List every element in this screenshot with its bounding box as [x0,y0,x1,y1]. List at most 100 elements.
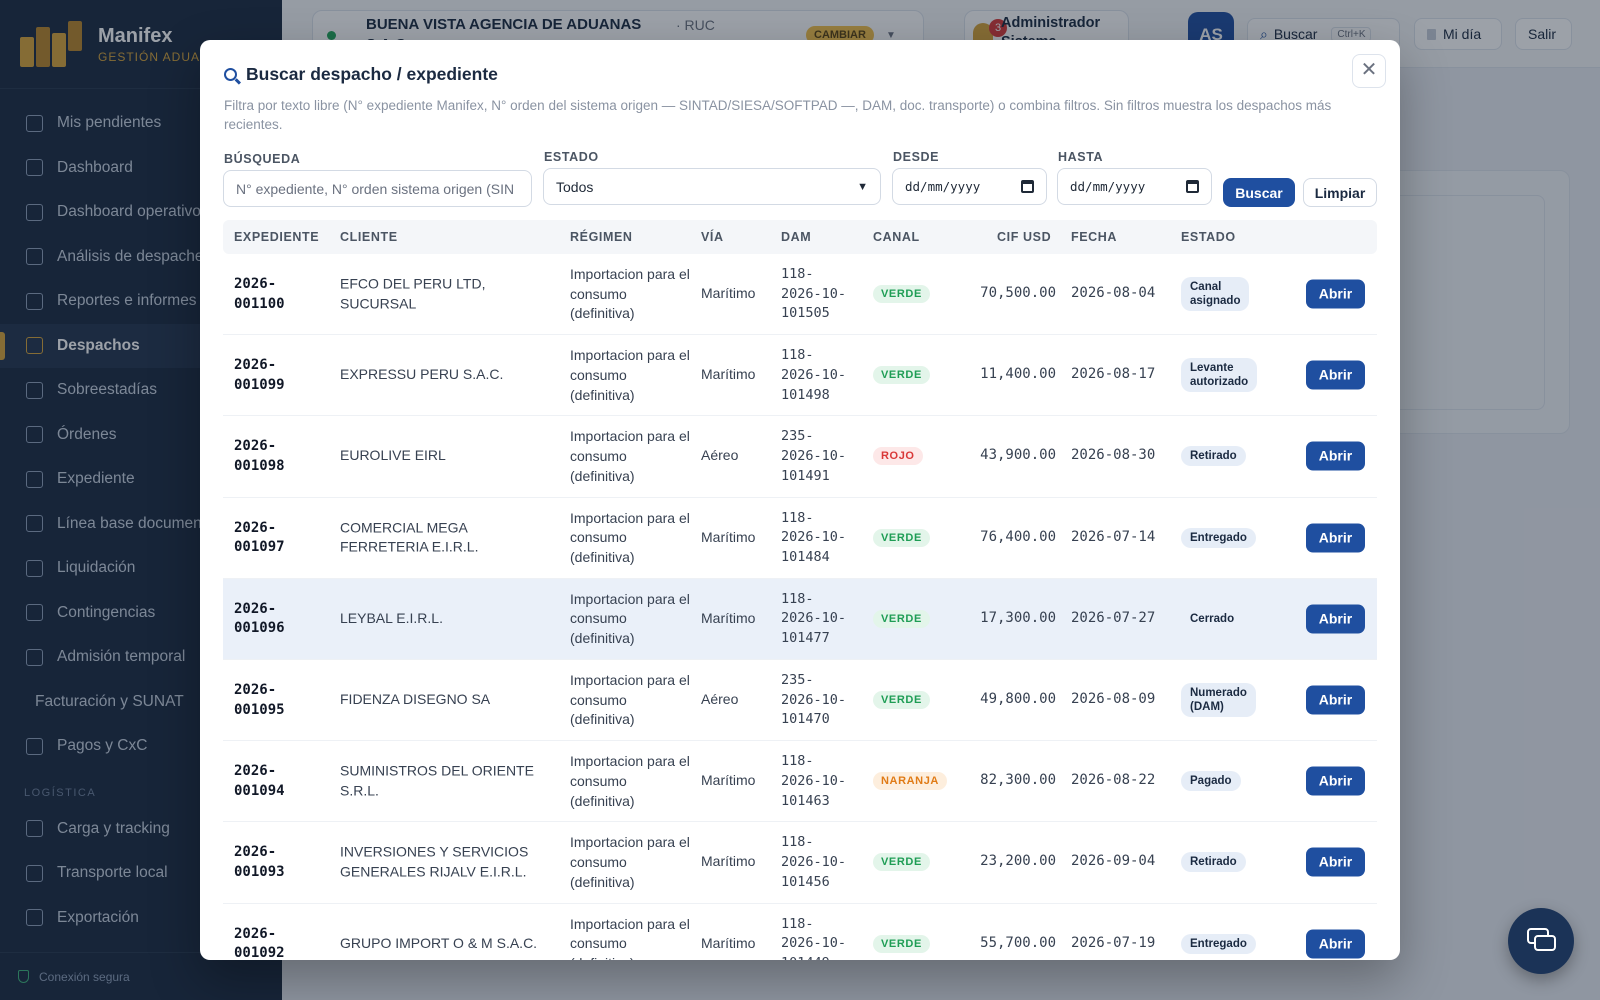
table-row[interactable]: 2026- 001097 COMERCIAL MEGA FERRETERIA E.I… [223,498,1377,579]
busqueda-input[interactable]: N° expediente, N° orden sistema origen (… [223,170,532,207]
close-button[interactable]: ✕ [1352,54,1386,88]
sidebar-item-sobreestadías[interactable]: Sobreestadías [0,368,282,413]
desde-label: DESDE [893,150,940,164]
nav-icon [26,820,43,838]
brand[interactable]: Manifex GESTIÓN ADUANE [0,0,282,89]
cell-expediente: 2026- 001094 [234,763,285,799]
abrir-button[interactable]: Abrir [1306,523,1365,553]
nav-icon [26,248,43,266]
nav-icon [26,909,43,927]
sidebar-item-label: Expediente [57,470,135,488]
sidebar-item-label: Análisis de despache [57,247,204,265]
col-expediente: EXPEDIENTE [234,230,320,244]
sidebar-item-expediente[interactable]: Expediente [0,457,282,502]
sidebar-item-reportes-e-informes[interactable]: Reportes e informes [0,279,282,324]
sidebar-item-mis-pendientes[interactable]: Mis pendientes [0,101,282,146]
buscar-button[interactable]: Buscar [1223,178,1295,207]
sidebar-item-análisis-de-despache[interactable]: Análisis de despache [0,235,282,280]
mi-dia-button[interactable]: Mi día [1414,18,1502,50]
sidebar-item-carga-y-tracking[interactable]: Carga y tracking [0,807,282,852]
cell-cif-usd: 82,300.00 [980,772,1056,789]
sidebar-item-liquidación[interactable]: Liquidación [0,546,282,591]
hasta-date-input[interactable]: dd/mm/yyyy [1057,168,1212,205]
hasta-date-value: dd/mm/yyyy [1070,179,1146,194]
cell-expediente: 2026- 001098 [234,438,285,475]
status-badge: Retirado [1181,446,1246,467]
abrir-button[interactable]: Abrir [1306,279,1365,309]
cell-via: Marítimo [701,853,756,870]
table-row[interactable]: 2026- 001100 EFCO DEL PERU LTD, SUCURSAL Im… [223,254,1377,336]
cell-via: Aéreo [701,447,739,464]
cell-via: Marítimo [701,285,756,302]
chat-button[interactable] [1508,908,1574,974]
cell-cif-usd: 49,800.00 [980,691,1056,708]
abrir-button[interactable]: Abrir [1306,685,1365,715]
sidebar-item-admisión-temporal[interactable]: Admisión temporal [0,635,282,680]
chevron-down-icon: ▼ [857,181,868,193]
sidebar-item-facturación-y-sunat[interactable]: Facturación y SUNAT [0,680,282,725]
table-row[interactable]: 2026- 001096 LEYBAL E.I.R.L. Importacion pa… [223,578,1377,660]
table-row[interactable]: 2026- 001098 EUROLIVE EIRL Importacion para… [223,416,1377,498]
cell-regimen: Importacion para el consumo (definitiva) [570,428,690,484]
sidebar-item-pagos-y-cxc[interactable]: Pagos y CxC [0,724,282,769]
calendar-icon[interactable] [1021,180,1034,193]
abrir-button[interactable]: Abrir [1306,360,1365,390]
cell-cif-usd: 55,700.00 [980,934,1056,951]
cell-fecha: 2026-08-17 [1071,366,1156,383]
cell-fecha: 2026-07-19 [1071,934,1156,951]
nav-icon [26,337,43,355]
limpiar-button[interactable]: Limpiar [1303,178,1377,207]
sidebar-item-transporte-local[interactable]: Transporte local [0,851,282,896]
sidebar-item-línea-base-documen[interactable]: Línea base documen [0,502,282,547]
table-row[interactable]: 2026- 001092 GRUPO IMPORT O & M S.A.C. Impo… [223,904,1377,960]
cell-dam: 235- 2026-10- 101491 [781,428,847,484]
nav-icon [26,114,43,132]
table-row[interactable]: 2026- 001099 EXPRESSU PERU S.A.C. Importaci… [223,335,1377,417]
cell-cif-usd: 70,500.00 [980,285,1056,302]
desde-date-input[interactable]: dd/mm/yyyy [892,168,1047,205]
mi-dia-label: Mi día [1443,26,1482,42]
calendar-icon[interactable] [1186,180,1199,193]
abrir-button[interactable]: Abrir [1306,441,1365,471]
sidebar-item-exportación[interactable]: Exportación [0,896,282,941]
cambiar-button[interactable]: CAMBIAR [806,26,874,44]
cell-regimen: Importacion para el consumo (definitiva) [570,347,690,403]
modal-description: Filtra por texto libre (N° expediente Ma… [224,98,1332,132]
sidebar-item-label: Pagos y CxC [57,737,148,755]
manifex-logo-icon [20,19,86,69]
cell-cliente: INVERSIONES Y SERVICIOS GENERALES RIJALV… [340,843,529,880]
cell-fecha: 2026-08-22 [1071,772,1156,789]
cell-expediente: 2026- 001097 [234,519,285,556]
salir-button[interactable]: Salir [1515,18,1572,50]
cell-cliente: LEYBAL E.I.R.L. [340,609,443,626]
table-row[interactable]: 2026- 001093 INVERSIONES Y SERVICIOS GENER… [223,822,1377,904]
sidebar-item-órdenes[interactable]: Órdenes [0,413,282,458]
estado-select[interactable]: Todos ▼ [543,168,881,205]
chevron-down-icon[interactable]: ▼ [885,29,896,41]
cell-cif-usd: 76,400.00 [980,528,1056,545]
cell-via: Marítimo [701,772,756,789]
abrir-button[interactable]: Abrir [1306,929,1365,959]
sidebar-item-dashboard-operativo[interactable]: Dashboard operativo [0,190,282,235]
cell-regimen: Importacion para el consumo (definitiva) [570,753,690,809]
canal-badge: VERDE [873,528,930,547]
shield-icon [18,970,29,983]
nav-icon [26,515,43,533]
sidebar-item-dashboard[interactable]: Dashboard [0,146,282,191]
estado-label: ESTADO [544,150,599,164]
sidebar-item-label: Línea base documen [57,514,202,532]
sidebar-item-label: Dashboard [57,158,133,176]
status-badge: Cerrado [1190,612,1235,625]
nav-icon [26,470,43,488]
abrir-button[interactable]: Abrir [1306,604,1365,634]
col-via: VÍA [701,230,724,244]
nav-icon [26,737,43,755]
cell-cliente: EUROLIVE EIRL [340,447,446,464]
col-estado: ESTADO [1181,230,1236,244]
abrir-button[interactable]: Abrir [1306,847,1365,877]
table-row[interactable]: 2026- 001094 SUMINISTROS DEL ORIENTE S.R.L… [223,741,1377,823]
cell-cif-usd: 11,400.00 [980,366,1056,383]
sidebar-item-contingencias[interactable]: Contingencias [0,591,282,636]
table-row[interactable]: 2026- 001095 FIDENZA DISEGNO SA Importacion… [223,660,1377,742]
abrir-button[interactable]: Abrir [1306,766,1365,796]
